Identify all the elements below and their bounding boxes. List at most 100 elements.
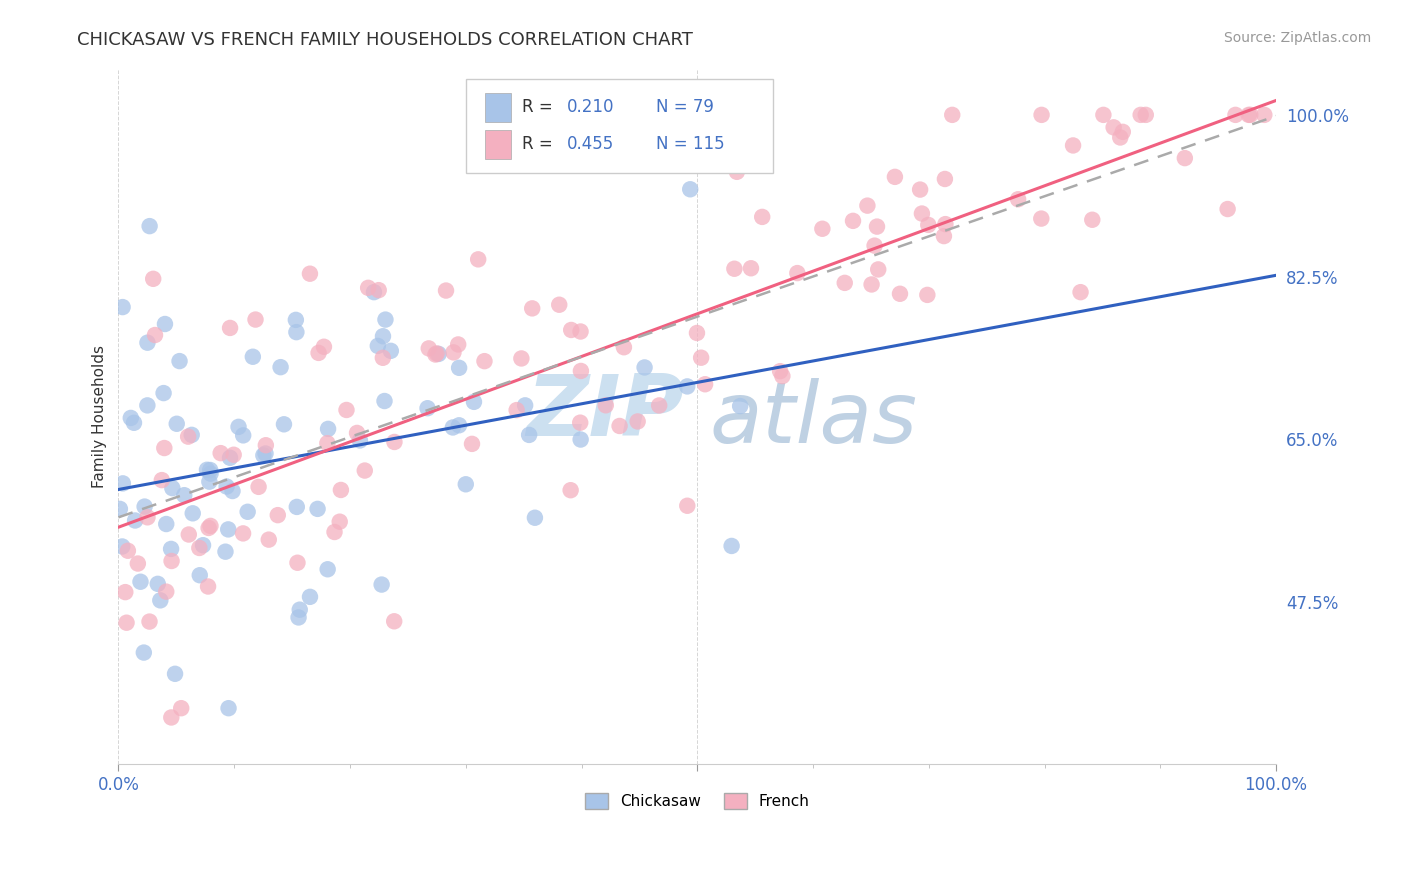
Text: N = 79: N = 79 <box>655 98 713 117</box>
Point <box>676 499 699 513</box>
Point <box>367 283 389 297</box>
Point <box>751 210 773 224</box>
Point <box>454 477 477 491</box>
Text: 0.455: 0.455 <box>567 136 613 153</box>
Point <box>180 428 202 442</box>
Point <box>1135 108 1157 122</box>
Point <box>222 448 245 462</box>
Point <box>335 403 357 417</box>
Point <box>449 418 471 433</box>
Point <box>252 448 274 462</box>
Point <box>129 574 152 589</box>
Point <box>416 401 439 416</box>
Point <box>166 417 188 431</box>
Point <box>932 229 955 244</box>
Point <box>214 544 236 558</box>
Point <box>236 505 259 519</box>
Point <box>934 217 956 231</box>
Point <box>380 343 402 358</box>
Point <box>560 483 582 498</box>
Point <box>723 261 745 276</box>
Point <box>232 526 254 541</box>
Point <box>467 252 489 267</box>
Point <box>883 169 905 184</box>
Point <box>270 360 292 375</box>
Point <box>153 317 176 331</box>
Point <box>842 214 865 228</box>
Point <box>866 219 889 234</box>
Point <box>284 313 307 327</box>
Point <box>209 446 232 460</box>
Point <box>136 398 159 412</box>
Point <box>346 425 368 440</box>
Point <box>463 395 485 409</box>
Point <box>426 346 449 360</box>
Point <box>1112 125 1135 139</box>
Point <box>254 438 277 452</box>
Point <box>111 476 134 491</box>
Point <box>329 483 352 497</box>
Point <box>170 701 193 715</box>
Point <box>1081 212 1104 227</box>
Point <box>382 615 405 629</box>
Point <box>1007 192 1029 206</box>
Point <box>434 284 457 298</box>
Point <box>522 301 544 316</box>
Point <box>150 473 173 487</box>
Point <box>908 183 931 197</box>
Point <box>160 710 183 724</box>
Point <box>329 515 352 529</box>
Point <box>285 500 308 514</box>
Point <box>1129 108 1152 122</box>
Point <box>181 506 204 520</box>
Point <box>316 562 339 576</box>
Point <box>934 172 956 186</box>
Point <box>860 277 883 292</box>
Point <box>149 593 172 607</box>
Point <box>648 399 671 413</box>
Point <box>155 516 177 531</box>
Point <box>627 414 650 428</box>
Point <box>740 261 762 276</box>
Point <box>693 377 716 392</box>
Point <box>676 379 699 393</box>
Point <box>134 500 156 514</box>
Point <box>1102 120 1125 135</box>
Point <box>155 584 177 599</box>
Point <box>425 347 447 361</box>
Point <box>911 206 934 220</box>
Point <box>690 351 713 365</box>
Point <box>143 328 166 343</box>
Point <box>316 436 339 450</box>
Point <box>357 281 380 295</box>
Point <box>138 219 160 233</box>
Point <box>312 340 335 354</box>
Point <box>197 521 219 535</box>
Point <box>219 321 242 335</box>
Point <box>298 267 321 281</box>
Point <box>165 666 187 681</box>
Point <box>474 354 496 368</box>
Point <box>1237 108 1260 122</box>
Point <box>142 272 165 286</box>
Text: ZIP: ZIP <box>526 371 683 454</box>
Point <box>427 347 450 361</box>
Point <box>560 323 582 337</box>
Point <box>215 479 238 493</box>
Point <box>173 488 195 502</box>
Point <box>162 481 184 495</box>
Text: N = 115: N = 115 <box>655 136 724 153</box>
Point <box>349 434 371 448</box>
Point <box>273 417 295 432</box>
Point <box>198 475 221 489</box>
Point <box>285 325 308 339</box>
Point <box>443 345 465 359</box>
Point <box>609 419 631 434</box>
Point <box>198 463 221 477</box>
Point <box>548 298 571 312</box>
Point <box>247 480 270 494</box>
Point <box>117 543 139 558</box>
Point <box>217 522 239 536</box>
Point <box>1031 211 1053 226</box>
Point <box>120 411 142 425</box>
